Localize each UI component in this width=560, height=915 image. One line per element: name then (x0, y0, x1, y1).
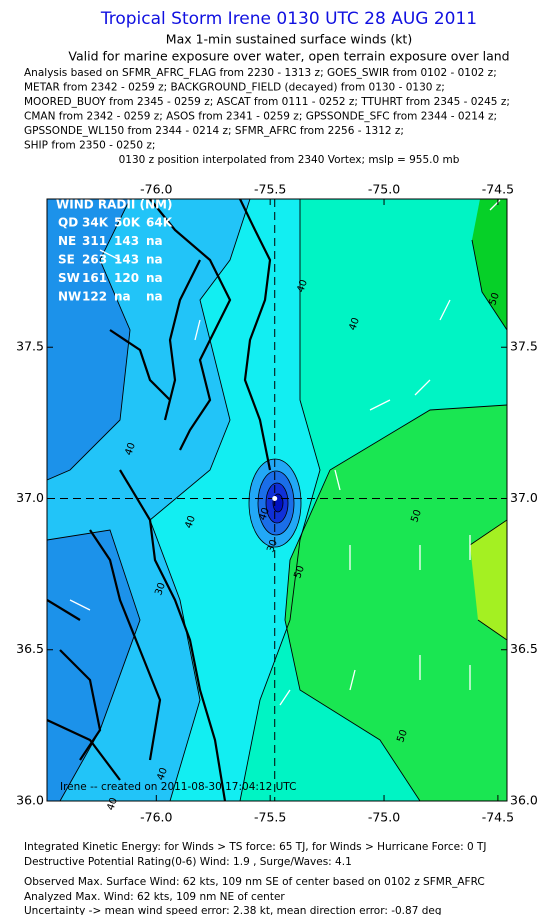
contour-label: 50 (395, 728, 410, 744)
analysis-line: CMAN from 2342 - 0259 z; ASOS from 2341 … (24, 111, 497, 123)
x-tick-label: -75.5 (254, 810, 286, 825)
y-tick-label: 37.5 (510, 339, 538, 354)
y-tick-label: 37.5 (16, 339, 44, 354)
wind-radii-cell: 64K (146, 216, 173, 230)
contour-label: 40 (105, 796, 120, 812)
storm-center (272, 495, 278, 501)
contour-label: 40 (155, 766, 170, 782)
x-tick-label: -75.5 (254, 182, 286, 197)
contour-label: 50 (409, 508, 424, 524)
analysis-line: MOORED_BUOY from 2345 - 0259 z; ASCAT fr… (24, 96, 510, 108)
wind-radii-title: WIND RADII (NM) (56, 198, 172, 212)
x-tick-label: -75.0 (368, 182, 400, 197)
wind-radii-cell: na (146, 271, 163, 285)
footer-line: Uncertainty -> mean wind speed error: 2.… (24, 905, 442, 915)
wind-radii-cell: 311 (82, 234, 107, 248)
wind-radii-cell: NE (58, 234, 76, 248)
wind-radii-cell: QD (58, 216, 78, 230)
wind-radii-cell: na (146, 290, 163, 304)
x-tick-label: -75.0 (368, 810, 400, 825)
watermark: Irene -- created on 2011-08-30 17:04:12 … (60, 781, 296, 793)
x-tick-label: -76.0 (140, 182, 172, 197)
contour-label: 40 (257, 506, 272, 522)
validity: Valid for marine exposure over water, op… (68, 49, 509, 64)
contour-label: 40 (183, 514, 198, 530)
y-tick-label: 36.0 (510, 793, 538, 808)
x-tick-label: -74.5 (482, 810, 514, 825)
wind-radii-cell: na (146, 234, 163, 248)
wind-radii-cell: 143 (114, 253, 139, 267)
y-tick-label: 36.5 (510, 641, 538, 656)
analysis-line: METAR from 2342 - 0259 z; BACKGROUND_FIE… (24, 82, 445, 94)
contour-label: 40 (123, 441, 138, 457)
wind-radii-cell: 122 (82, 290, 107, 304)
wind-radii-cell: NW (58, 290, 81, 304)
wind-radii-cell: SE (58, 253, 75, 267)
contour-label: 40 (295, 278, 310, 294)
wind-radii-cell: 263 (82, 253, 107, 267)
wind-radii-cell: na (146, 253, 163, 267)
subtitle: Max 1-min sustained surface winds (kt) (166, 32, 412, 47)
y-tick-label: 37.0 (510, 490, 538, 505)
map-frame (46, 198, 508, 802)
wind-radii-cell: 50K (114, 216, 141, 230)
x-tick-label: -76.0 (140, 810, 172, 825)
contour-label: 50 (487, 291, 502, 307)
footer-line: Integrated Kinetic Energy: for Winds > T… (24, 841, 486, 853)
analysis-line: Analysis based on SFMR_AFRC_FLAG from 22… (24, 67, 497, 79)
y-tick-label: 36.0 (16, 793, 44, 808)
wind-radii-cell: 161 (82, 271, 107, 285)
wind-radii-cell: 143 (114, 234, 139, 248)
y-tick-label: 36.5 (16, 641, 44, 656)
position-note: 0130 z position interpolated from 2340 V… (119, 154, 460, 166)
footer-line: Analyzed Max. Wind: 62 kts, 109 nm NE of… (24, 891, 285, 903)
x-tick-label: -74.5 (482, 182, 514, 197)
contour-label: 30 (153, 581, 168, 597)
footer-line: Observed Max. Surface Wind: 62 kts, 109 … (24, 876, 485, 888)
wind-radii-cell: SW (58, 271, 80, 285)
analysis-line: SHIP from 2350 - 0250 z; (24, 140, 155, 152)
contour-label: 50 (292, 564, 307, 580)
footer-line: Destructive Potential Rating(0-6) Wind: … (24, 856, 352, 868)
y-tick-label: 37.0 (16, 490, 44, 505)
contour-label: 30 (265, 538, 280, 554)
map-fill (47, 199, 507, 801)
contour-label: 40 (347, 316, 362, 332)
wind-radii-cell: 120 (114, 271, 139, 285)
title: Tropical Storm Irene 0130 UTC 28 AUG 201… (100, 9, 477, 29)
wind-radii-cell: na (114, 290, 131, 304)
analysis-line: GPSSONDE_WL150 from 2344 - 0214 z; SFMR_… (24, 125, 404, 137)
wind-radii-cell: 34K (82, 216, 109, 230)
